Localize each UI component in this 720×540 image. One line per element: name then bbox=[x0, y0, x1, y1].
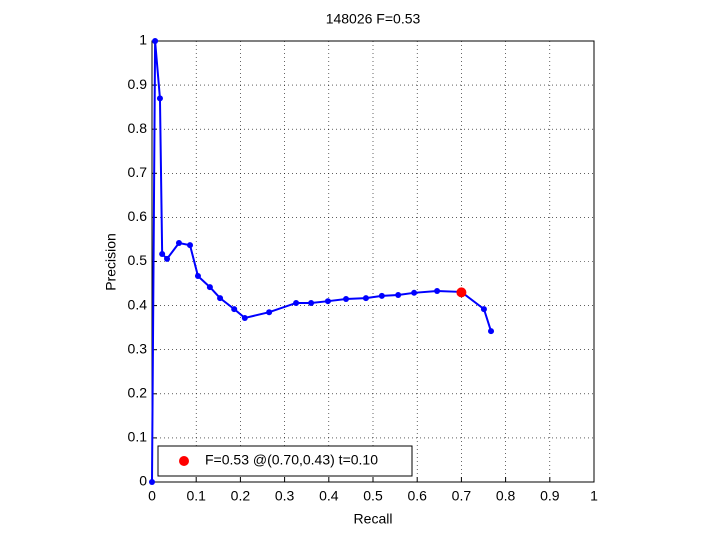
data-point bbox=[266, 309, 273, 316]
y-tick-label: 0.4 bbox=[128, 296, 148, 312]
data-point bbox=[159, 251, 166, 258]
legend-box bbox=[157, 445, 413, 477]
data-point bbox=[152, 38, 159, 44]
data-point bbox=[480, 306, 487, 313]
data-point bbox=[231, 306, 238, 313]
x-tick-label: 0.5 bbox=[363, 488, 383, 504]
data-point bbox=[217, 295, 224, 302]
y-tick-label: 0.9 bbox=[128, 76, 148, 92]
x-axis-label: Recall bbox=[354, 511, 393, 527]
x-tick-label: 0.9 bbox=[540, 488, 560, 504]
data-point bbox=[194, 273, 201, 280]
data-point bbox=[241, 314, 248, 321]
data-point bbox=[343, 295, 350, 302]
data-point bbox=[378, 292, 385, 299]
x-tick-label: 0.7 bbox=[452, 488, 472, 504]
data-point bbox=[411, 289, 418, 296]
y-tick-label: 0.7 bbox=[128, 164, 148, 180]
x-tick-label: 0.4 bbox=[319, 488, 339, 504]
legend-label: F=0.53 @(0.70,0.43) t=0.10 bbox=[205, 452, 378, 468]
x-tick-label: 0.3 bbox=[275, 488, 295, 504]
data-point bbox=[456, 287, 467, 298]
data-point bbox=[434, 288, 441, 295]
data-point bbox=[164, 255, 171, 262]
y-tick-label: 0.8 bbox=[128, 120, 148, 136]
x-tick-label: 0.1 bbox=[186, 488, 206, 504]
data-point bbox=[206, 284, 213, 291]
x-tick-label: 0.8 bbox=[496, 488, 516, 504]
y-tick-label: 0.1 bbox=[128, 429, 148, 445]
y-tick-label: 0.2 bbox=[128, 385, 148, 401]
data-point bbox=[362, 295, 369, 302]
data-point bbox=[488, 328, 495, 335]
y-tick-label: 1 bbox=[139, 32, 147, 48]
data-point bbox=[149, 479, 155, 485]
data-point bbox=[156, 95, 163, 102]
data-point bbox=[395, 292, 402, 299]
data-point bbox=[308, 299, 315, 306]
x-tick-label: 0.6 bbox=[407, 488, 427, 504]
plot-frame bbox=[151, 40, 595, 483]
x-tick-label: 0 bbox=[148, 488, 156, 504]
data-point bbox=[293, 299, 300, 306]
y-tick-label: 0.5 bbox=[128, 252, 148, 268]
data-point bbox=[175, 239, 182, 246]
x-tick-label: 1 bbox=[590, 488, 598, 504]
y-tick-label: 0.6 bbox=[128, 208, 148, 224]
data-point bbox=[324, 298, 331, 305]
x-tick-label: 0.2 bbox=[231, 488, 251, 504]
chart-title: 148026 F=0.53 bbox=[326, 11, 421, 27]
y-tick-label: 0 bbox=[139, 473, 147, 489]
y-axis-label: Precision bbox=[103, 233, 119, 291]
data-point bbox=[187, 242, 194, 249]
legend-marker bbox=[179, 456, 189, 466]
y-tick-label: 0.3 bbox=[128, 340, 148, 356]
